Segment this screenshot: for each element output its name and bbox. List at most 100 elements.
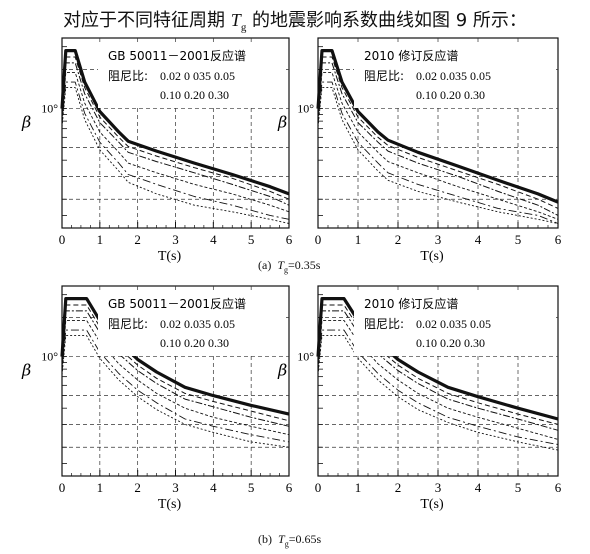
- series-line-damping-0.02: [316, 297, 559, 421]
- x-tick-label: 0: [59, 232, 66, 247]
- x-tick-label: 5: [515, 232, 522, 247]
- x-tick-label: 2: [395, 232, 402, 247]
- legend-damping-row-1: 0.02 0 035 0.05: [160, 69, 235, 83]
- x-tick-label: 2: [395, 480, 402, 495]
- x-tick-label: 6: [286, 480, 293, 495]
- series-line-damping-0.3: [61, 87, 290, 224]
- caption-b-subscript: g: [284, 539, 289, 549]
- figure-intro-text: 对应于不同特征周期 Tg 的地震影响系数曲线如图 9 所示：: [0, 0, 590, 40]
- x-tick-label: 4: [475, 480, 482, 495]
- y-tick-label: 10°: [41, 350, 58, 364]
- legend-damping-label: 阻尼比:: [364, 317, 404, 331]
- x-tick-label: 6: [555, 232, 562, 247]
- y-axis-label: β: [21, 112, 31, 131]
- caption-b-value: =0.65s: [288, 532, 322, 546]
- legend-title: 2010 修订反应谱: [364, 296, 458, 311]
- series-line-damping-0.2: [317, 81, 559, 224]
- series-line-damping-0.02: [60, 48, 290, 196]
- legend-damping-label: 阻尼比:: [364, 69, 404, 83]
- x-axis-label: T(s): [420, 249, 444, 264]
- x-tick-label: 1: [355, 232, 362, 247]
- legend-damping-row-2: 0.10 0.20 0.30: [160, 88, 229, 102]
- legend-box: [354, 42, 554, 108]
- intro-prefix: 对应于不同特征周期: [63, 10, 231, 31]
- series-line-damping-0.1: [61, 71, 290, 213]
- y-axis-label: β: [277, 360, 287, 379]
- tg-symbol-letter: T: [230, 10, 241, 30]
- series-line-damping-0.05: [317, 310, 559, 431]
- caption-b: (b) Tg=0.65s: [258, 532, 321, 548]
- x-tick-label: 0: [59, 480, 66, 495]
- x-tick-label: 4: [475, 232, 482, 247]
- series-line-damping-0.3: [61, 335, 290, 448]
- legend-damping-label: 阻尼比:: [108, 69, 148, 83]
- series-line-damping-0.02: [316, 48, 559, 204]
- caption-a-subscript: g: [284, 265, 289, 275]
- x-tick-label: 0: [315, 232, 322, 247]
- x-tick-label: 4: [210, 232, 217, 247]
- series-line-damping-0.05: [61, 62, 290, 206]
- x-tick-label: 3: [435, 480, 442, 495]
- legend-box: [98, 290, 285, 356]
- x-tick-label: 1: [97, 232, 104, 247]
- series-line-damping-0.035: [61, 304, 290, 422]
- x-tick-label: 2: [134, 480, 141, 495]
- x-axis-label: T(s): [420, 497, 444, 512]
- x-tick-label: 2: [134, 232, 141, 247]
- series-line-damping-0.2: [61, 329, 290, 443]
- x-tick-label: 6: [555, 480, 562, 495]
- legend-damping-label: 阻尼比:: [108, 317, 148, 331]
- legend-damping-row-2: 0.10 0.20 0.30: [160, 336, 229, 350]
- series-line-damping-0.1: [61, 319, 290, 436]
- series-line-damping-0.2: [317, 329, 559, 445]
- legend-damping-row-1: 0.02 0.035 0.05: [160, 317, 235, 331]
- caption-a: (a) Tg=0.35s: [258, 258, 320, 274]
- x-tick-label: 5: [515, 480, 522, 495]
- legend-title: GB 50011－2001反应谱: [108, 296, 246, 311]
- caption-b-label: (b): [258, 532, 272, 546]
- caption-a-label: (a): [258, 258, 272, 272]
- x-tick-label: 3: [172, 232, 179, 247]
- legend-damping-row-2: 0.10 0.20 0.30: [416, 336, 485, 350]
- x-tick-label: 5: [248, 480, 255, 495]
- series-line-damping-0.05: [317, 62, 559, 216]
- x-tick-label: 1: [355, 480, 362, 495]
- x-tick-label: 6: [286, 232, 293, 247]
- series-line-damping-0.3: [317, 335, 559, 451]
- y-axis-label: β: [277, 112, 287, 131]
- series-line-damping-0.02: [60, 297, 290, 416]
- legend-box: [354, 290, 554, 356]
- y-tick-label: 10°: [297, 102, 314, 116]
- tg-symbol-subscript: g: [240, 21, 247, 34]
- x-tick-label: 4: [210, 480, 217, 495]
- legend-damping-row-1: 0.02 0.035 0.05: [416, 317, 491, 331]
- legend-damping-row-2: 0.10 0.20 0.30: [416, 88, 485, 102]
- caption-b-symbol: T: [278, 532, 285, 546]
- caption-a-value: =0.35s: [288, 258, 321, 272]
- tg-symbol: Tg: [230, 10, 247, 34]
- y-axis-label: β: [21, 360, 31, 379]
- series-line-damping-0.05: [61, 310, 290, 427]
- x-axis-label: T(s): [158, 497, 182, 512]
- series-line-damping-0.035: [61, 56, 290, 200]
- x-tick-label: 3: [172, 480, 179, 495]
- legend-damping-row-1: 0.02 0.035 0.05: [416, 69, 491, 83]
- caption-a-symbol: T: [277, 258, 285, 272]
- x-tick-label: 3: [435, 232, 442, 247]
- legend-title: GB 50011－2001反应谱: [108, 48, 246, 63]
- legend-box: [98, 42, 285, 108]
- legend-title: 2010 修订反应谱: [364, 48, 458, 63]
- x-tick-label: 5: [248, 232, 255, 247]
- series-line-damping-0.1: [317, 71, 559, 220]
- x-axis-label: T(s): [158, 249, 182, 264]
- intro-suffix: 的地震影响系数曲线如图 9 所示：: [246, 10, 527, 31]
- series-line-damping-0.035: [317, 56, 559, 209]
- series-line-damping-0.1: [317, 319, 559, 440]
- y-tick-label: 10°: [41, 102, 58, 116]
- series-line-damping-0.3: [317, 87, 559, 224]
